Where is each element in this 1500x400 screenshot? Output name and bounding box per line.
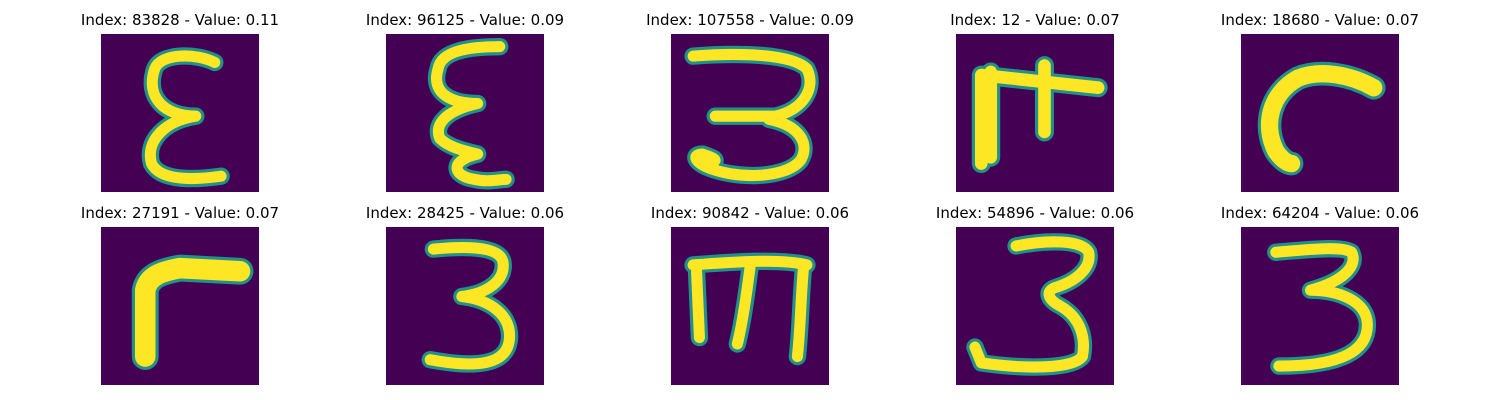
digit-image	[386, 34, 544, 192]
sample-panel: Index: 28425 - Value: 0.06	[345, 193, 585, 393]
digit-image	[956, 227, 1114, 385]
digit-strokes	[684, 252, 816, 366]
sample-panel: Index: 18680 - Value: 0.07	[1200, 0, 1440, 200]
panel-title: Index: 27191 - Value: 0.07	[80, 204, 280, 222]
sample-panel: Index: 54896 - Value: 0.06	[915, 193, 1155, 393]
sample-panel: Index: 64204 - Value: 0.06	[1200, 193, 1440, 393]
digit-image	[671, 227, 829, 385]
image-background	[101, 227, 259, 385]
panel-title: Index: 107558 - Value: 0.09	[646, 11, 854, 29]
digit-image	[386, 227, 544, 385]
digit-image	[101, 227, 259, 385]
digit-strokes	[1257, 61, 1386, 176]
digit-strokes	[131, 254, 254, 370]
sample-panel: Index: 96125 - Value: 0.09	[345, 0, 585, 200]
digit-strokes	[971, 56, 1108, 174]
sample-panel: Index: 90842 - Value: 0.06	[630, 193, 870, 393]
panel-title: Index: 12 - Value: 0.07	[950, 11, 1120, 29]
digit-strokes	[1267, 239, 1377, 375]
panel-title: Index: 96125 - Value: 0.09	[365, 11, 565, 29]
panel-title: Index: 28425 - Value: 0.06	[365, 204, 565, 222]
digit-strokes	[427, 37, 515, 190]
digit-image	[1241, 227, 1399, 385]
sample-panel: Index: 83828 - Value: 0.11	[60, 0, 300, 200]
panel-title: Index: 90842 - Value: 0.06	[650, 204, 850, 222]
digit-image	[956, 34, 1114, 192]
panel-title: Index: 18680 - Value: 0.07	[1220, 11, 1420, 29]
digit-image	[1241, 34, 1399, 192]
panel-title: Index: 64204 - Value: 0.06	[1220, 204, 1420, 222]
panel-title: Index: 54896 - Value: 0.06	[935, 204, 1135, 222]
panel-title: Index: 83828 - Value: 0.11	[80, 11, 280, 29]
digit-strokes	[421, 238, 519, 373]
digit-strokes	[966, 233, 1098, 376]
sample-panel: Index: 12 - Value: 0.07	[915, 0, 1155, 200]
digit-strokes	[141, 47, 230, 188]
digit-image	[671, 34, 829, 192]
digit-image	[101, 34, 259, 192]
sample-panel: Index: 107558 - Value: 0.09	[630, 0, 870, 200]
sample-panel: Index: 27191 - Value: 0.07	[60, 193, 300, 393]
digit-strokes	[684, 45, 819, 185]
